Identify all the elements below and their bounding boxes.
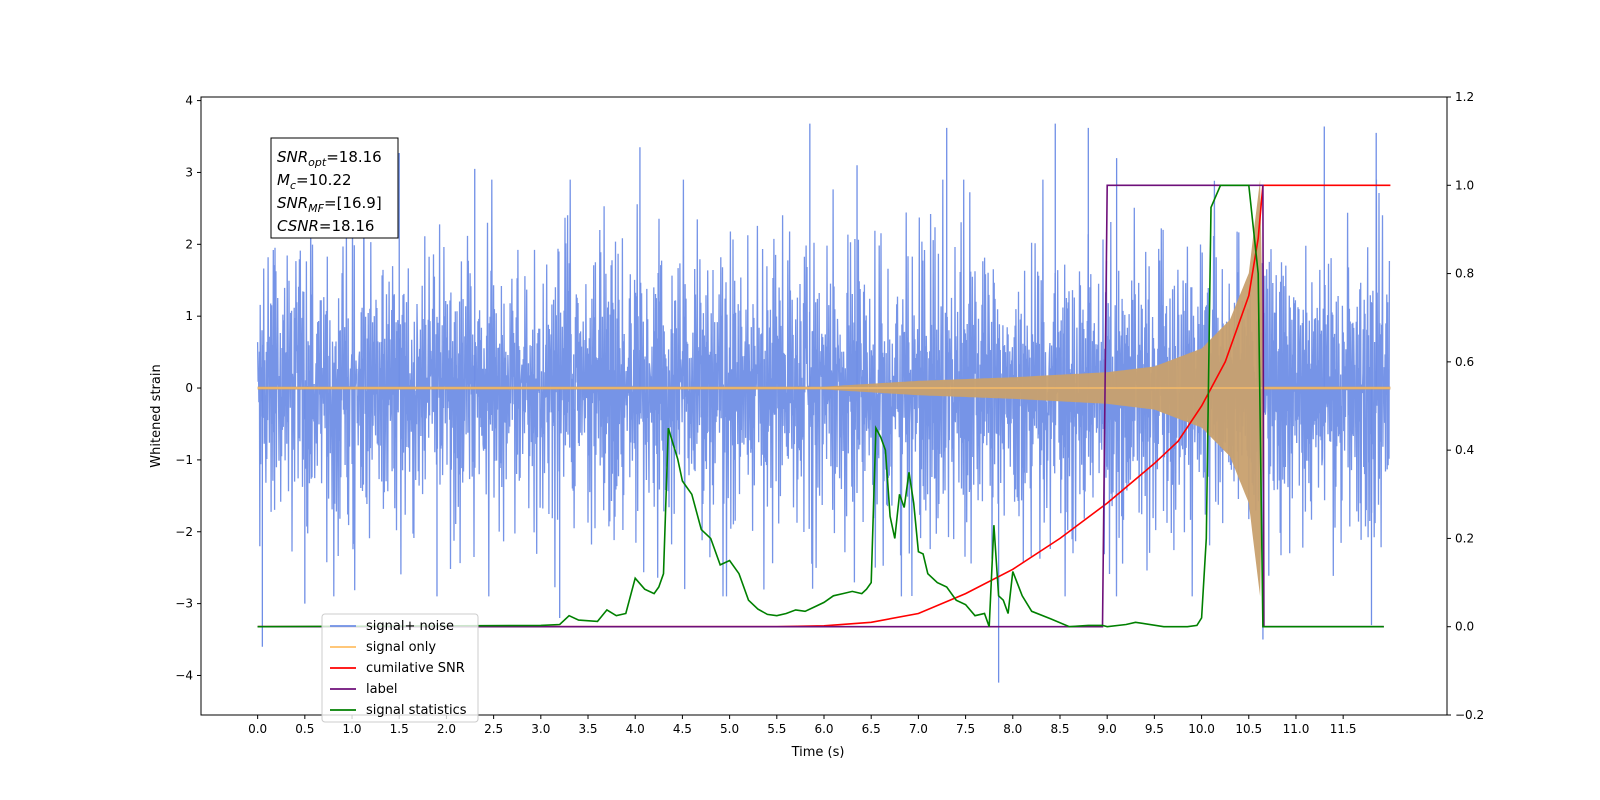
y2-tick-label: 0.4 (1455, 443, 1474, 457)
x-tick-label: 4.0 (626, 722, 645, 736)
y-tick-label: 3 (185, 165, 193, 179)
x-tick-label: 1.0 (342, 722, 361, 736)
y2-tick-label: 0.0 (1455, 620, 1474, 634)
series-signal-statistics (257, 184, 1384, 628)
y2-tick-label: 0.6 (1455, 355, 1474, 369)
annotation-line: SNRMF=[16.9] (277, 194, 382, 215)
y2-tick-label: 1.2 (1455, 90, 1474, 104)
x-tick-label: 7.5 (956, 722, 975, 736)
x-tick-label: 9.5 (1145, 722, 1164, 736)
x-tick-label: 5.0 (720, 722, 739, 736)
plot-area (256, 123, 1391, 683)
x-tick-label: 0.0 (248, 722, 267, 736)
x-tick-label: 11.5 (1330, 722, 1357, 736)
x-tick-label: 9.0 (1098, 722, 1117, 736)
annotation-line: SNRopt=18.16 (277, 148, 382, 169)
y2-tick-label: −0.2 (1455, 708, 1484, 722)
x-tick-label: 6.0 (814, 722, 833, 736)
x-tick-label: 4.5 (673, 722, 692, 736)
x-tick-label: 6.5 (862, 722, 881, 736)
legend-label: cumilative SNR (366, 661, 465, 676)
x-tick-label: 8.0 (1003, 722, 1022, 736)
x-tick-label: 1.5 (390, 722, 409, 736)
x-tick-label: 11.0 (1283, 722, 1310, 736)
x-tick-label: 7.0 (909, 722, 928, 736)
x-tick-label: 0.5 (295, 722, 314, 736)
y2-tick-label: 0.8 (1455, 267, 1474, 281)
legend-label: signal statistics (366, 703, 467, 718)
x-tick-label: 10.0 (1188, 722, 1215, 736)
x-tick-label: 10.5 (1235, 722, 1262, 736)
x-tick-label: 3.0 (531, 722, 550, 736)
y-tick-label: −2 (175, 525, 193, 539)
legend-label: signal+ noise (366, 619, 454, 634)
legend-label: label (366, 682, 397, 697)
axes: 0.0 0.5 1.0 1.5 2.0 2.5 3.0 3.5 4.0 4.5 5.0 5.5 6.0 6… (175, 90, 1484, 736)
annotation-line: CSNR=18.16 (277, 217, 374, 235)
x-tick-label: 2.5 (484, 722, 503, 736)
x-tick-label: 2.0 (437, 722, 456, 736)
y2-tick-label: 0.2 (1455, 531, 1474, 545)
y-tick-label: 4 (185, 94, 193, 108)
x-tick-label: 5.5 (767, 722, 786, 736)
y-tick-label: −4 (175, 668, 193, 682)
y-tick-label: 1 (185, 309, 193, 323)
x-axis-label: Time (s) (791, 745, 845, 760)
annotation-line: Mc=10.22 (277, 171, 352, 192)
x-tick-label: 8.5 (1050, 722, 1069, 736)
y-tick-label: −1 (175, 453, 193, 467)
series-cumilative-snr (257, 184, 1391, 628)
legend-label: signal only (366, 640, 436, 655)
y-tick-label: 0 (185, 381, 193, 395)
x-tick-label: 3.5 (578, 722, 597, 736)
y-tick-label: −3 (175, 597, 193, 611)
y-axis-label: Whitened strain (149, 364, 164, 467)
y2-tick-label: 1.0 (1455, 178, 1474, 192)
legend: signal+ noise signal only cumilative SNR la… (321, 613, 479, 723)
y-tick-label: 2 (185, 237, 193, 251)
